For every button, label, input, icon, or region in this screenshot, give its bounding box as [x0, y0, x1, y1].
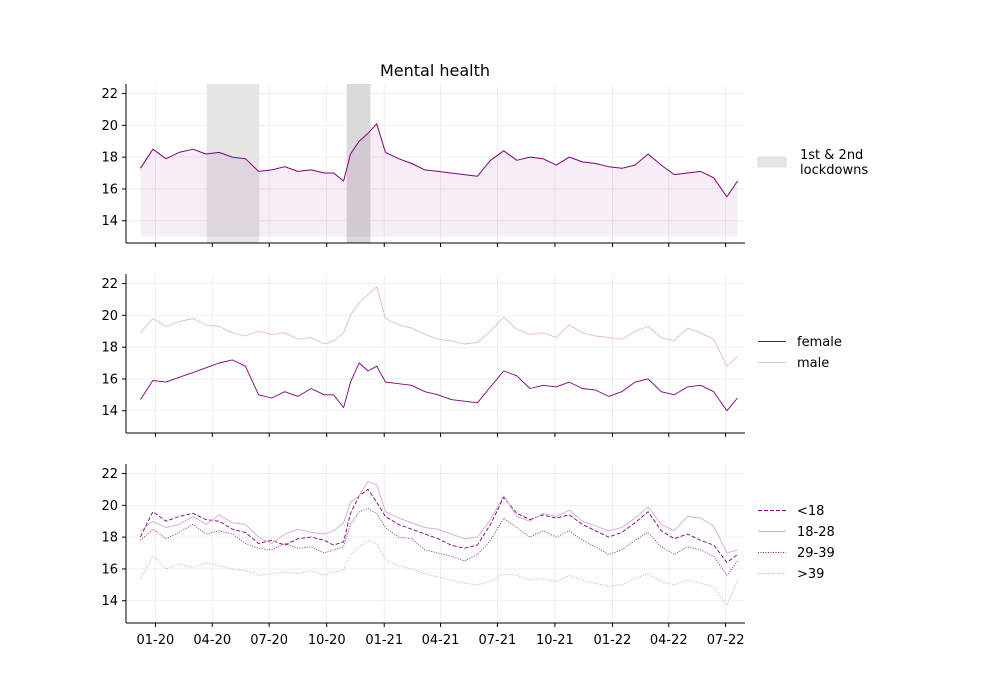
series-line-18-28 [140, 481, 738, 554]
series-fill [140, 123, 738, 237]
legend: 1st & 2nd lockdowns [757, 148, 868, 178]
x-tick-label: 04-21 [422, 633, 460, 648]
legend-label-line: lockdowns [800, 163, 868, 178]
panel-age: 14 16 18 20 22 01-20 04-20 07-20 10-20 01-21 04-21… [101, 464, 835, 648]
y-tick-label: 16 [101, 562, 118, 577]
x-tick-label: 07-20 [250, 633, 288, 648]
legend: <18 18-28 29-39 >39 [758, 504, 835, 582]
series-line-29-39 [140, 508, 738, 576]
x-tick-label: 04-20 [193, 633, 231, 648]
y-tick-label: 22 [101, 87, 118, 102]
y-tick-label: 14 [101, 594, 118, 609]
panel-gender: 14 16 18 20 22 female male [101, 274, 842, 437]
series-line-0 [139, 123, 738, 198]
y-tick-label: 18 [101, 341, 118, 356]
y-tick-label: 20 [101, 309, 118, 324]
chart-title: Mental health [380, 61, 490, 80]
y-tick-label: 22 [101, 277, 118, 292]
y-tick-label: 14 [101, 214, 118, 229]
legend-label: 1st & 2nd lockdowns [800, 148, 868, 178]
panels: 14 16 18 20 22 1st & 2nd lockdowns 14 16 18 20 22 fe… [101, 84, 868, 648]
legend: female male [758, 335, 842, 371]
series-line--39 [140, 539, 738, 606]
y-tick-label: 14 [101, 404, 118, 419]
x-tick-label: 01-20 [136, 633, 174, 648]
y-tick-label: 18 [101, 531, 118, 546]
y-tick-label: 20 [101, 499, 118, 514]
legend-swatch [757, 156, 787, 168]
x-tick-label: 07-22 [707, 633, 745, 648]
x-tick-label: 04-22 [650, 633, 688, 648]
y-tick-label: 22 [101, 467, 118, 482]
x-tick-label: 10-20 [308, 633, 346, 648]
legend-label: 18-28 [797, 525, 835, 540]
y-tick-label: 16 [101, 182, 118, 197]
x-tick-label: 10-21 [536, 633, 574, 648]
series-line-female [140, 359, 738, 412]
series-line-male [140, 286, 738, 367]
y-tick-label: 18 [101, 151, 118, 166]
x-tick-label: 01-22 [594, 633, 632, 648]
series-line--18 [139, 488, 738, 564]
lockdown-band-2 [346, 84, 371, 243]
legend-label: >39 [797, 567, 824, 582]
legend-label-line: 1st & 2nd [800, 148, 863, 163]
panel-overall: 14 16 18 20 22 1st & 2nd lockdowns [101, 84, 868, 247]
y-tick-label: 20 [101, 119, 118, 134]
legend-label: female [797, 335, 842, 350]
legend-label: 29-39 [797, 546, 835, 561]
y-tick-label: 16 [101, 372, 118, 387]
legend-label: <18 [797, 504, 824, 519]
x-tick-label: 07-21 [479, 633, 517, 648]
legend-label: male [797, 356, 829, 371]
x-tick-label: 01-21 [365, 633, 403, 648]
